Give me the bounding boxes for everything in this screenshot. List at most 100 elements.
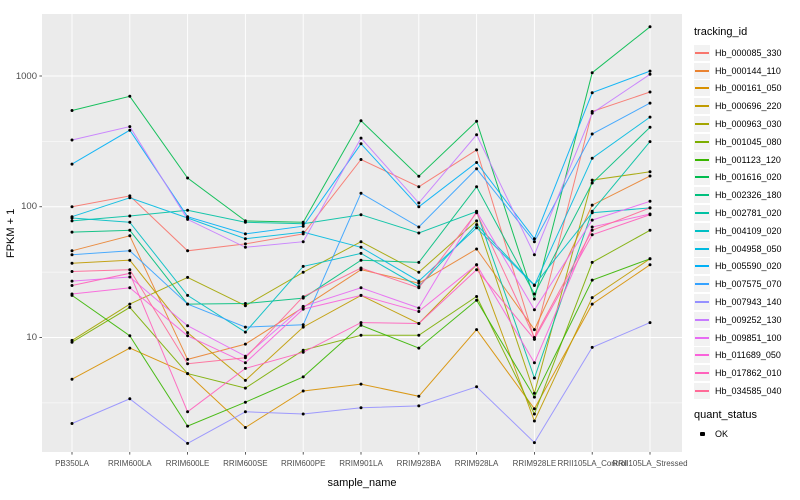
data-point xyxy=(590,181,594,185)
data-point xyxy=(532,376,536,380)
data-point xyxy=(359,266,363,270)
data-point xyxy=(301,350,305,354)
legend-entry-label: Hb_004109_020 xyxy=(715,225,782,236)
data-point xyxy=(475,223,479,227)
x-axis-title: sample_name xyxy=(327,477,397,489)
data-point xyxy=(532,253,536,257)
legend-key-line-icon xyxy=(695,87,709,90)
legend-key-icon xyxy=(694,169,710,186)
data-point xyxy=(301,412,305,416)
legend-key-line-icon xyxy=(695,69,709,72)
legend-key-icon xyxy=(694,222,710,239)
legend-entry: Hb_000161_050 xyxy=(694,80,800,98)
data-point xyxy=(70,279,74,283)
data-point xyxy=(243,302,247,305)
y-tick-label: 1000 xyxy=(15,70,37,82)
data-point xyxy=(128,334,132,338)
data-point xyxy=(532,328,536,332)
data-point xyxy=(648,72,652,76)
legend-entry-label: Hb_000161_050 xyxy=(715,83,782,94)
legend-key-icon xyxy=(694,80,710,97)
data-point xyxy=(532,395,536,399)
data-point xyxy=(532,407,536,411)
data-point xyxy=(186,441,190,445)
data-point xyxy=(648,140,652,144)
data-point xyxy=(590,345,594,349)
data-point xyxy=(70,219,74,223)
data-point xyxy=(648,228,652,232)
legend-key-icon xyxy=(694,240,710,257)
legend-entry: Hb_017862_010 xyxy=(694,364,800,382)
legend-entry: Hb_002326_180 xyxy=(694,186,800,204)
data-point xyxy=(128,220,132,224)
legend-entry-label: Hb_000144_110 xyxy=(715,65,781,76)
y-tick-label: 100 xyxy=(21,201,37,213)
data-point xyxy=(243,237,247,241)
legend-entry: Hb_000696_220 xyxy=(694,97,800,115)
legend-key-icon xyxy=(694,347,710,364)
data-point xyxy=(128,128,132,132)
data-point xyxy=(359,213,363,217)
legend-entry-label: Hb_001616_020 xyxy=(715,172,782,183)
x-tick-label: PB350LA xyxy=(55,459,89,468)
data-point xyxy=(243,304,247,308)
data-point xyxy=(301,240,305,244)
data-point xyxy=(301,348,305,352)
data-point xyxy=(359,142,363,146)
data-point xyxy=(186,410,190,414)
x-tick-label: RRIM928BA xyxy=(396,459,442,468)
data-point xyxy=(532,237,536,241)
data-point xyxy=(301,230,305,234)
data-point xyxy=(186,208,190,212)
data-point xyxy=(532,308,536,312)
data-point xyxy=(359,258,363,262)
data-point xyxy=(417,260,421,264)
data-point xyxy=(590,178,594,182)
data-point xyxy=(301,375,305,379)
data-point xyxy=(243,378,247,382)
x-tick-label: RRIM600SE xyxy=(223,459,268,468)
legend-entry-label: Hb_005590_020 xyxy=(715,261,782,272)
data-point xyxy=(590,260,594,264)
legend-entry: Hb_005590_020 xyxy=(694,258,800,276)
data-point xyxy=(243,386,247,390)
legend-key-icon xyxy=(694,116,710,133)
data-point xyxy=(590,203,594,207)
data-point xyxy=(70,253,74,257)
data-point xyxy=(532,336,536,339)
legend-entry: Hb_009252_130 xyxy=(694,311,800,329)
data-point xyxy=(475,295,479,298)
legend-key-line-icon xyxy=(695,283,709,286)
legend-entry-label: Hb_001123_120 xyxy=(715,154,781,165)
x-tick-label: RRIM928LA xyxy=(454,459,499,468)
data-point xyxy=(70,249,74,253)
legend-key-icon xyxy=(694,383,710,400)
legend-entry: Hb_007943_140 xyxy=(694,293,800,311)
legend-title-tracking-id: tracking_id xyxy=(694,26,748,38)
data-point xyxy=(532,240,536,244)
legend: tracking_id Hb_000085_330 Hb_000144_110 Hb… xyxy=(694,26,800,443)
data-point xyxy=(359,158,363,161)
data-point xyxy=(590,132,594,136)
data-point xyxy=(590,156,594,160)
legend-key-icon xyxy=(694,133,710,150)
data-point xyxy=(301,224,305,228)
data-point xyxy=(417,333,421,337)
legend-entries: Hb_000085_330 Hb_000144_110 Hb_000161_050 H… xyxy=(694,44,800,400)
data-point xyxy=(475,219,479,223)
data-point xyxy=(590,225,594,229)
data-point xyxy=(648,115,652,119)
data-point xyxy=(301,295,305,299)
data-point xyxy=(532,391,536,395)
legend-key-line-icon xyxy=(695,390,709,393)
data-point xyxy=(301,270,305,274)
data-point xyxy=(301,389,305,393)
data-point xyxy=(186,275,190,279)
data-point xyxy=(475,328,479,332)
data-point xyxy=(70,230,74,234)
data-point xyxy=(532,297,536,301)
data-point xyxy=(70,109,74,112)
legend-key-line-icon xyxy=(695,105,709,108)
data-point xyxy=(359,286,363,290)
data-point xyxy=(70,162,74,166)
